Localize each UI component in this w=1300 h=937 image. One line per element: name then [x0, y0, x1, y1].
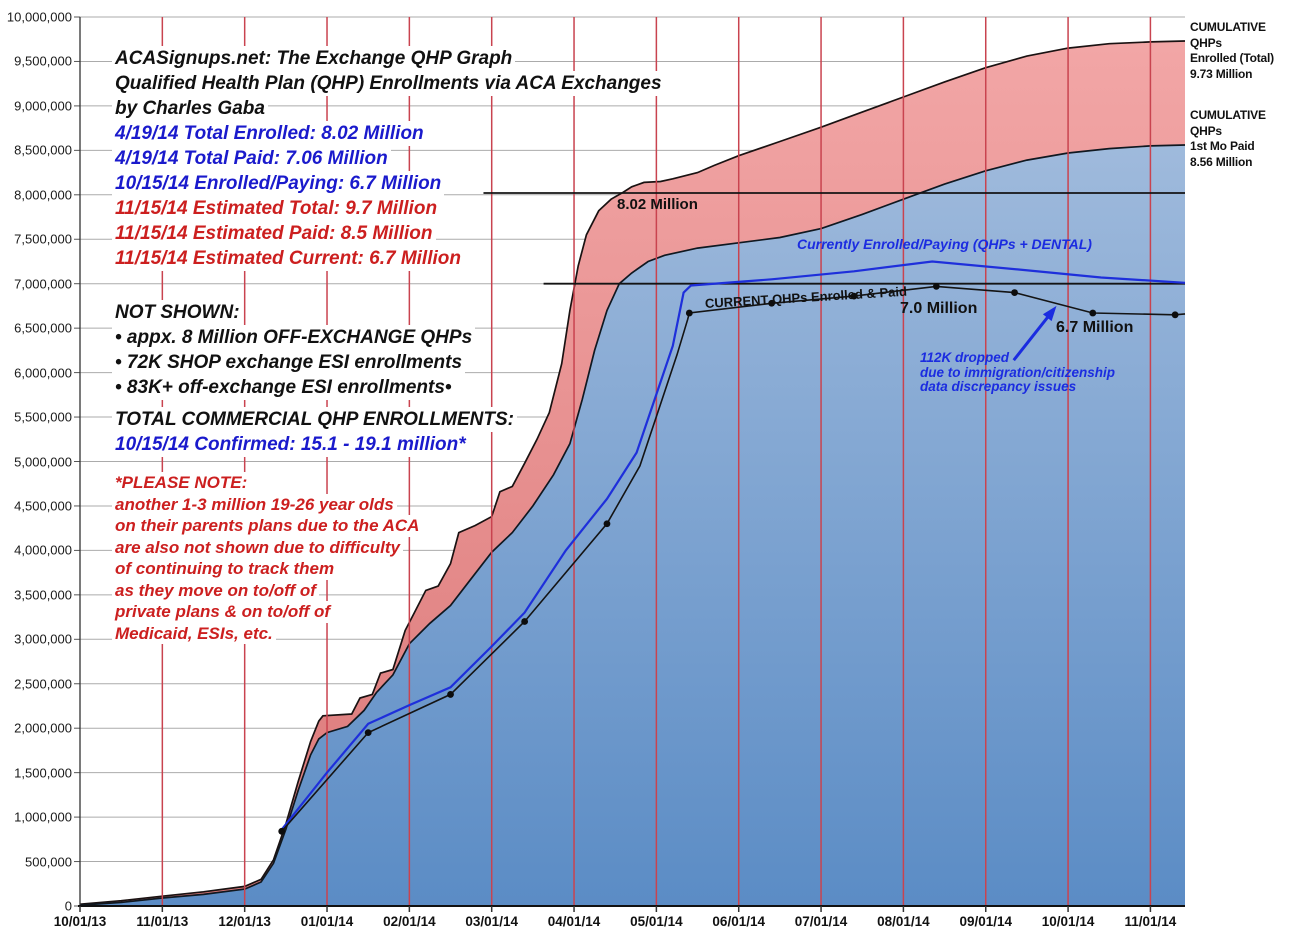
y-axis-label: 7,000,000: [0, 276, 74, 292]
chart-author: by Charles Gaba: [112, 96, 268, 121]
x-axis-label: 05/01/14: [630, 914, 683, 929]
y-axis-label: 10,000,000: [0, 9, 74, 25]
y-axis-label: 3,000,000: [0, 631, 74, 647]
series-label-line: 1st Mo Paid: [1190, 139, 1255, 153]
annotation-112k-line: 112K dropped: [920, 350, 1010, 365]
y-axis-label: 7,500,000: [0, 231, 74, 247]
annotation-7-0-million: 7.0 Million: [900, 300, 978, 317]
annotation-currently-enrolled-paying: Currently Enrolled/Paying (QHPs + DENTAL…: [797, 236, 1092, 252]
please-note-line: are also not shown due to difficulty: [112, 536, 403, 558]
cumulative-paid-border: [79, 144, 1186, 906]
y-axis-label: 9,500,000: [0, 53, 74, 69]
y-axis-label: 4,500,000: [0, 498, 74, 514]
series-label-value: 9.73 Million: [1190, 66, 1253, 81]
current-paid-marker: [1089, 309, 1097, 317]
currently-enrolled-line: [280, 260, 1186, 831]
y-axis-label: 6,000,000: [0, 365, 74, 381]
y-axis-label: 8,000,000: [0, 187, 74, 203]
series-label-cumulative-enrolled: CUMULATIVE QHPs Enrolled (Total) 9.73 Mi…: [1190, 20, 1298, 82]
annotation-112k-dropped: 112K dropped due to immigration/citizens…: [920, 350, 1116, 395]
current-paid-marker: [850, 292, 858, 300]
current-paid-marker: [364, 729, 372, 737]
series-label-cumulative-paid: CUMULATIVE QHPs 1st Mo Paid 8.56 Million: [1190, 108, 1298, 170]
stat-enrolled-paying: 10/15/14 Enrolled/Paying: 6.7 Million: [112, 171, 445, 196]
current-paid-marker: [521, 618, 529, 625]
please-note-line: Medicaid, ESIs, etc.: [112, 622, 276, 644]
x-axis-label: 07/01/14: [794, 914, 848, 929]
total-commercial-heading: TOTAL COMMERCIAL QHP ENROLLMENTS:: [112, 407, 517, 432]
dropped-arrow-head: [1042, 305, 1057, 322]
x-axis-label: 10/01/13: [53, 914, 107, 929]
chart-subtitle: Qualified Health Plan (QHP) Enrollments …: [112, 71, 665, 96]
series-label-value: 8.56 Million: [1190, 154, 1253, 169]
annotation-8-02-million: 8.02 Million: [617, 196, 698, 213]
y-axis-label: 3,500,000: [0, 587, 74, 603]
x-axis-label: 06/01/14: [712, 914, 765, 929]
x-axis-label: 08/01/14: [877, 914, 930, 929]
annotation-112k-line: data discrepancy issues: [920, 379, 1077, 394]
please-note-line: private plans & on to/off of: [112, 601, 334, 623]
series-label-line: CUMULATIVE QHPs: [1190, 108, 1266, 138]
chart-title: ACASignups.net: The Exchange QHP Graph: [112, 46, 516, 71]
y-axis-label: 9,000,000: [0, 98, 74, 114]
y-axis-label: 5,500,000: [0, 409, 74, 425]
stat-estimated-total: 11/15/14 Estimated Total: 9.7 Million: [112, 196, 441, 221]
x-axis-label: 02/01/14: [383, 914, 436, 929]
stat-total-enrolled: 4/19/14 Total Enrolled: 8.02 Million: [112, 121, 427, 146]
current-paid-marker: [1171, 311, 1179, 319]
total-commercial-value: 10/15/14 Confirmed: 15.1 - 19.1 million*: [112, 432, 469, 457]
current-paid-marker: [932, 282, 940, 290]
x-axis-label: 04/01/14: [547, 914, 601, 929]
title-block: ACASignups.net: The Exchange QHP Graph Q…: [112, 46, 665, 271]
y-axis-label: 2,000,000: [0, 720, 74, 736]
y-axis-label: 1,500,000: [0, 765, 74, 781]
y-axis-label: 4,000,000: [0, 542, 74, 558]
x-axis-label: 11/01/14: [1124, 914, 1177, 929]
x-axis-label: 03/01/14: [465, 914, 518, 929]
please-note-block: *PLEASE NOTE: another 1-3 million 19-26 …: [112, 472, 423, 644]
y-axis-label: 8,500,000: [0, 142, 74, 158]
y-axis-label: 1,000,000: [0, 809, 74, 825]
not-shown-block: NOT SHOWN: • appx. 8 Million OFF-EXCHANG…: [112, 300, 476, 400]
current-paid-marker: [603, 520, 611, 528]
stat-estimated-paid: 11/15/14 Estimated Paid: 8.5 Million: [112, 221, 436, 246]
please-note-line: *PLEASE NOTE:: [112, 472, 251, 494]
not-shown-bullet: • 83K+ off-exchange ESI enrollments•: [112, 375, 455, 400]
current-paid-marker: [447, 691, 454, 698]
current-paid-marker: [1011, 289, 1018, 296]
x-axis-label: 12/01/13: [218, 914, 271, 929]
current-paid-marker: [278, 827, 286, 835]
please-note-line: of continuing to track them: [112, 558, 338, 580]
current-paid-marker: [685, 309, 693, 317]
please-note-line: on their parents plans due to the ACA: [112, 515, 423, 537]
y-axis-label: 6,500,000: [0, 320, 74, 336]
not-shown-bullet: • 72K SHOP exchange ESI enrollments: [112, 350, 466, 375]
x-axis-label: 10/01/14: [1041, 914, 1095, 929]
please-note-line: another 1-3 million 19-26 year olds: [112, 493, 397, 515]
stat-total-paid: 4/19/14 Total Paid: 7.06 Million: [112, 146, 391, 171]
not-shown-heading: NOT SHOWN:: [112, 300, 243, 325]
x-axis-label: 11/01/13: [136, 914, 189, 929]
not-shown-bullet: • appx. 8 Million OFF-EXCHANGE QHPs: [112, 325, 476, 350]
y-axis-label: 0: [0, 898, 74, 914]
y-axis-label: 500,000: [0, 854, 74, 870]
series-label-line: CUMULATIVE QHPs: [1190, 20, 1266, 50]
x-axis-label: 01/01/14: [300, 914, 354, 929]
total-commercial-block: TOTAL COMMERCIAL QHP ENROLLMENTS: 10/15/…: [112, 407, 517, 457]
y-axis-label: 2,500,000: [0, 676, 74, 692]
y-axis-label: 5,000,000: [0, 454, 74, 469]
cumulative-paid-area: [80, 145, 1185, 906]
annotation-6-7-million: 6.7 Million: [1056, 319, 1134, 336]
x-axis-label: 09/01/14: [959, 914, 1013, 929]
current-paid-marker: [768, 299, 776, 307]
dropped-arrow-shaft: [1012, 312, 1052, 362]
series-label-line: Enrolled (Total): [1190, 51, 1274, 65]
stat-estimated-current: 11/15/14 Estimated Current: 6.7 Million: [112, 246, 464, 271]
annotation-112k-line: due to immigration/citizenship: [920, 364, 1116, 380]
please-note-line: as they move on to/off of: [112, 579, 319, 601]
